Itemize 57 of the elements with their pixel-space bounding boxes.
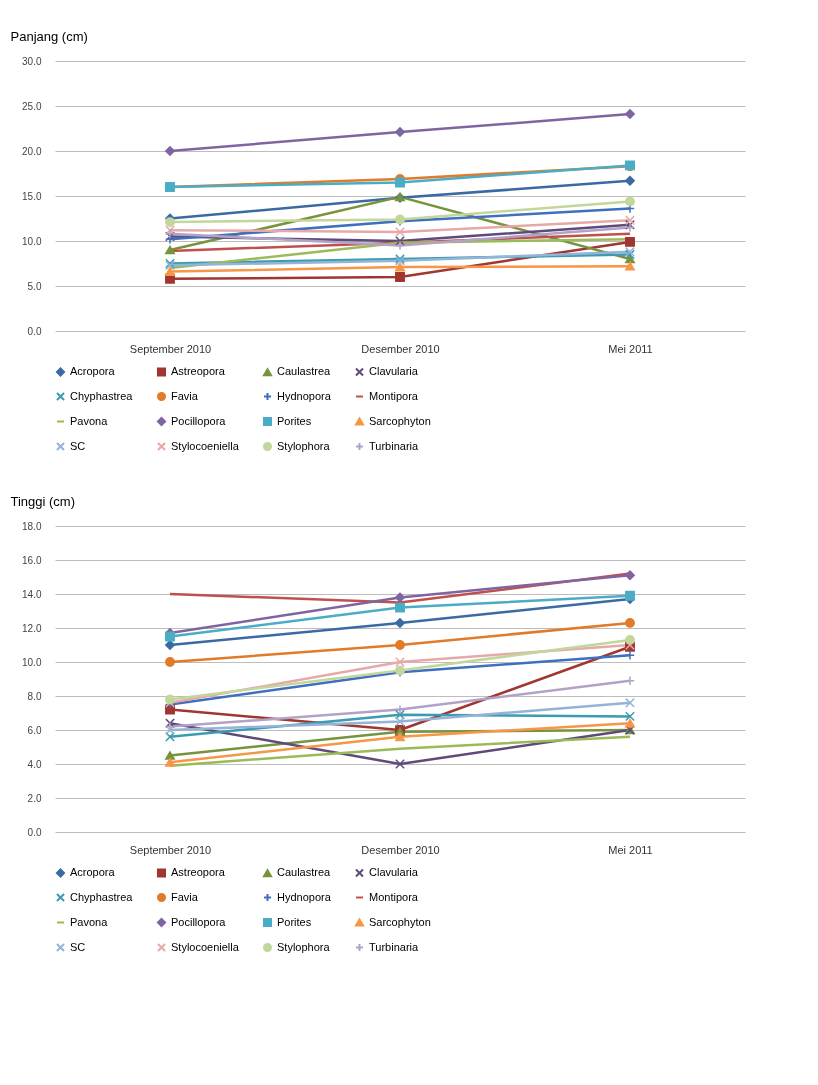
- y-tick-label: 30.0: [22, 55, 42, 67]
- y-tick-label: 12.0: [22, 622, 42, 634]
- y-tick-label: 10.0: [22, 235, 42, 247]
- legend-label: Stylophora: [277, 940, 331, 953]
- y-tick-label: 6.0: [27, 724, 42, 736]
- y-tick-label: 16.0: [22, 554, 42, 566]
- y-tick-label: 0.0: [27, 826, 42, 838]
- y-tick-label: 2.0: [27, 792, 42, 804]
- y-tick-label: 25.0: [22, 100, 42, 112]
- y-axis-title: Panjang (cm): [10, 28, 88, 44]
- y-tick-label: 18.0: [22, 520, 42, 532]
- legend-label: Stylocoeniella: [171, 940, 240, 953]
- legend-label: Sarcophyton: [369, 414, 431, 427]
- x-tick-label: September 2010: [129, 843, 212, 856]
- legend-label: Hydnopora: [277, 890, 332, 903]
- legend-label: Acropora: [70, 364, 116, 377]
- y-tick-label: 4.0: [27, 758, 42, 770]
- y-tick-label: 14.0: [22, 588, 42, 600]
- legend-label: Clavularia: [369, 865, 419, 878]
- legend-label: Turbinaria: [369, 439, 419, 452]
- legend-label: Porites: [277, 414, 312, 427]
- legend-label: Acropora: [70, 865, 116, 878]
- legend-label: Clavularia: [369, 364, 419, 377]
- legend-label: Caulastrea: [277, 365, 332, 378]
- legend-label: Favia: [171, 389, 199, 402]
- y-axis-title: Tinggi (cm): [10, 493, 76, 509]
- legend-label: SC: [70, 940, 86, 953]
- legend-label: Stylocoeniella: [171, 439, 240, 452]
- y-tick-label: 15.0: [22, 190, 42, 202]
- y-tick-label: 8.0: [27, 690, 42, 702]
- x-tick-label: September 2010: [129, 342, 212, 355]
- legend-label: Hydnopora: [277, 389, 332, 402]
- y-tick-label: 5.0: [27, 280, 42, 292]
- legend-label: Montipora: [369, 890, 419, 903]
- legend-label: Porites: [277, 915, 312, 928]
- legend-label: Stylophora: [277, 439, 331, 452]
- x-tick-label: Mei 2011: [608, 843, 653, 856]
- legend-label: Pocillopora: [171, 915, 227, 928]
- legend-label: Turbinaria: [369, 940, 419, 953]
- y-tick-label: 0.0: [27, 325, 42, 337]
- legend-label: Pocillopora: [171, 414, 227, 427]
- legend-label: Sarcophyton: [369, 915, 431, 928]
- legend-label: Caulastrea: [277, 866, 332, 879]
- legend-label: Pavona: [70, 915, 109, 928]
- legend-label: SC: [70, 439, 86, 452]
- legend-label: Astreopora: [171, 364, 226, 377]
- x-tick-label: Mei 2011: [608, 342, 653, 355]
- y-tick-label: 20.0: [22, 145, 42, 157]
- legend-label: Favia: [171, 890, 199, 903]
- legend-label: Pavona: [70, 414, 109, 427]
- x-tick-label: Desember 2010: [361, 342, 440, 355]
- x-tick-label: Desember 2010: [361, 843, 440, 856]
- legend-label: Chyphastrea: [70, 389, 134, 402]
- legend-label: Astreopora: [171, 865, 226, 878]
- legend-label: Chyphastrea: [70, 890, 134, 903]
- legend-label: Montipora: [369, 389, 419, 402]
- y-tick-label: 10.0: [22, 656, 42, 668]
